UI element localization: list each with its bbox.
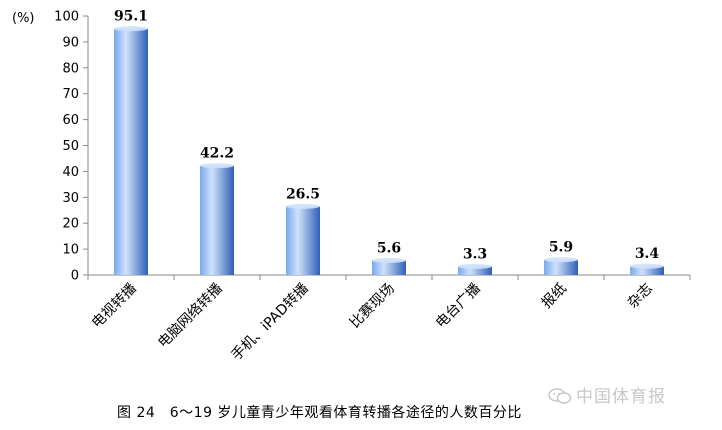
bar-2 (200, 165, 234, 275)
y-tick-label: 60 (62, 113, 79, 128)
category-label-4: 比赛现场 (347, 281, 398, 332)
y-tick-label: 30 (62, 191, 79, 206)
data-label-7: 3.4 (635, 246, 660, 262)
category-label-2: 电脑网络转播 (155, 281, 226, 352)
data-labels: 95.1 42.2 26.5 5.6 3.3 5.9 3.4 (114, 9, 659, 263)
data-label-1: 95.1 (114, 9, 148, 25)
bar-cap-3 (286, 203, 320, 209)
bar-chart: (%) 0 10 20 30 40 50 60 70 80 90 100 95.1 42.2 26.5 5… (12, 9, 691, 364)
wechat-icon (548, 388, 572, 404)
category-labels: 电视转播 电脑网络转播 手机、iPAD转播 比赛现场 电台广播 报纸 杂志 (89, 281, 656, 364)
bar-7 (630, 266, 664, 275)
bar-cap-7 (630, 263, 664, 269)
category-label-6: 报纸 (539, 281, 570, 312)
data-label-4: 5.6 (377, 240, 401, 256)
category-label-1: 电视转播 (89, 281, 140, 332)
bar-3 (286, 206, 320, 275)
y-tick-label: 20 (62, 217, 79, 232)
category-label-7: 杂志 (625, 281, 656, 312)
data-label-3: 26.5 (286, 186, 320, 202)
bars (114, 26, 664, 276)
y-tick-label: 50 (62, 139, 79, 154)
category-label-3: 手机、iPAD转播 (229, 281, 312, 364)
bar-cap-6 (544, 257, 578, 263)
bar-6 (544, 259, 578, 275)
bar-cap-4 (372, 257, 406, 263)
y-tick-label: 10 (62, 243, 79, 258)
bar-1 (114, 28, 148, 276)
watermark-text: 中国体育报 (576, 387, 666, 407)
bar-cap-1 (114, 26, 148, 32)
bar-5 (458, 266, 492, 275)
y-tick-label: 80 (62, 61, 79, 76)
y-tick-label: 90 (62, 35, 79, 50)
bar-cap-5 (458, 263, 492, 269)
y-axis-unit: (%) (12, 11, 35, 26)
y-tick-label: 100 (54, 10, 79, 25)
category-label-5: 电台广播 (433, 281, 484, 332)
bar-4 (372, 260, 406, 275)
watermark: 中国体育报 (548, 382, 666, 407)
axes: 0 10 20 30 40 50 60 70 80 90 100 (54, 10, 691, 284)
data-label-5: 3.3 (463, 246, 487, 262)
figure-caption: 图 24 6～19 岁儿童青少年观看体育转播各途径的人数百分比 (117, 405, 522, 421)
data-label-6: 5.9 (549, 240, 573, 256)
y-tick-label: 40 (62, 165, 79, 180)
y-tick-label: 0 (71, 269, 79, 284)
data-label-2: 42.2 (200, 146, 234, 162)
y-tick-label: 70 (62, 87, 79, 102)
bar-cap-2 (200, 163, 234, 169)
